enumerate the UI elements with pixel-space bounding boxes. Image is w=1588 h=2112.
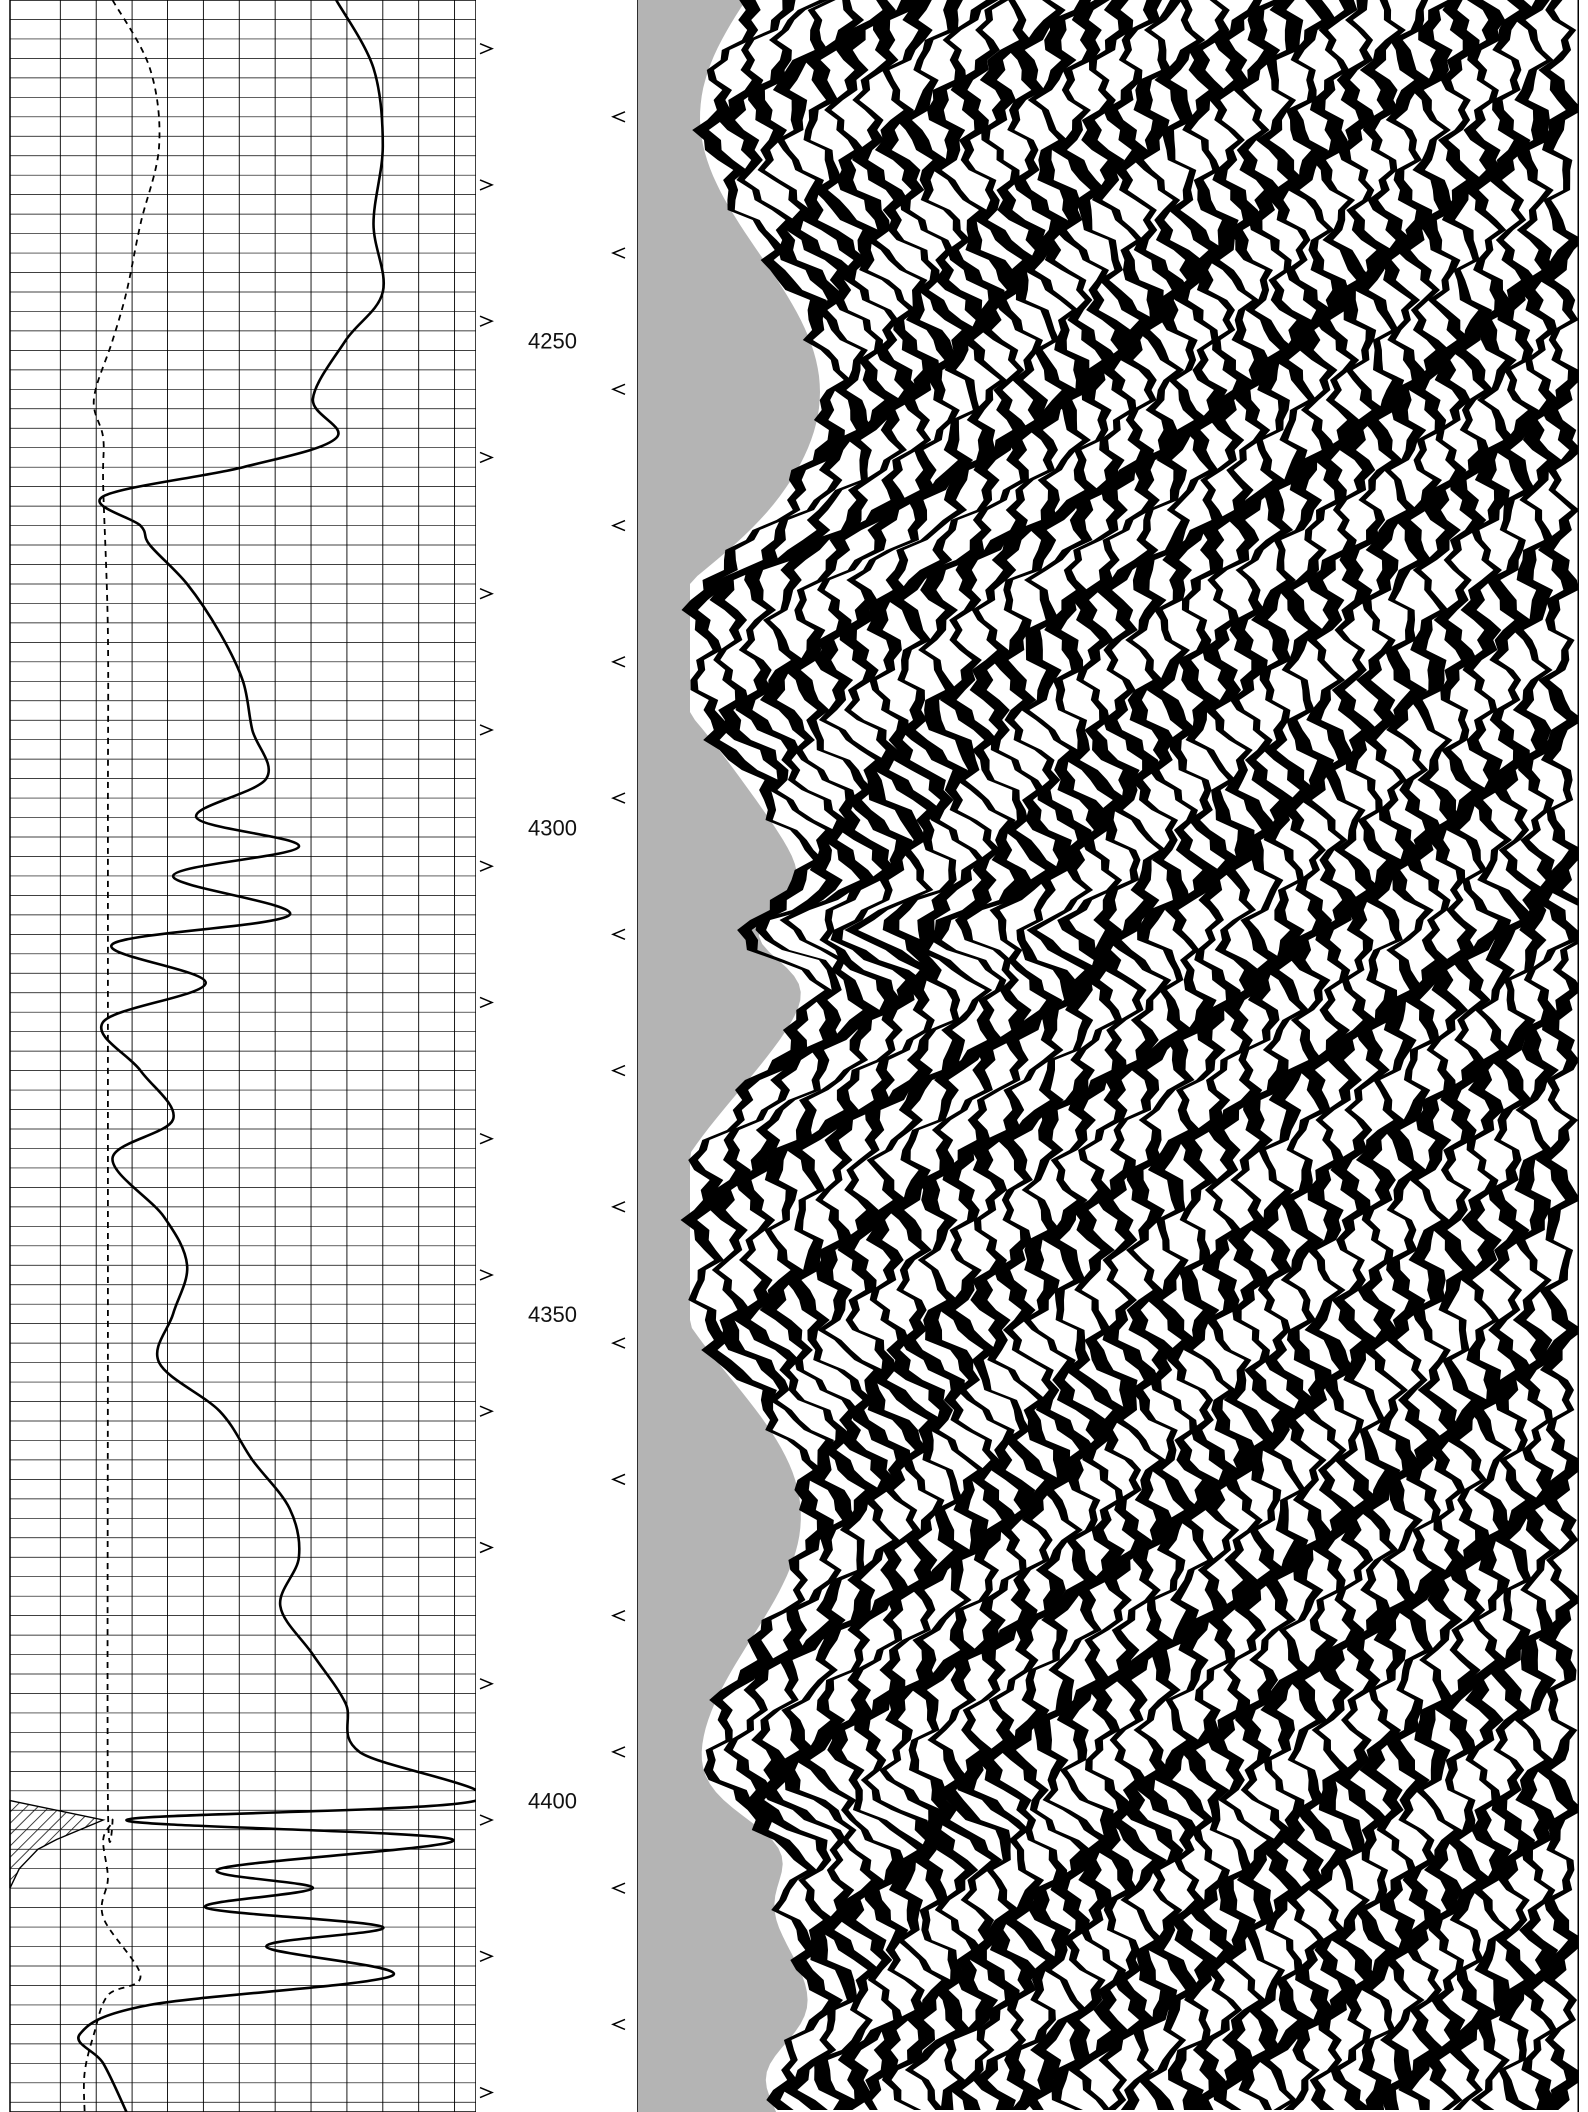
image-track-band: [1095, 0, 1210, 2110]
depth-track-background: [476, 0, 637, 2112]
depth-marker-right: [479, 1405, 494, 1417]
image-track-band: [1021, 0, 1137, 2110]
depth-marker-left: [611, 519, 626, 532]
depth-marker-right: [479, 724, 494, 736]
image-track-band: [969, 0, 1093, 2110]
image-track-band: [1512, 0, 1579, 2110]
log-track-grid: [9, 0, 477, 2112]
depth-marker-right: [479, 1678, 494, 1690]
depth-tick-label: 4250: [528, 329, 577, 354]
image-track-band: [1227, 0, 1317, 2110]
depth-marker-right: [479, 315, 494, 327]
image-track-gray-margin: [637, 0, 820, 2112]
depth-marker-right: [479, 860, 494, 872]
hatched-fill-curve: [9, 1799, 106, 1889]
depth-marker-left: [611, 928, 626, 941]
depth-marker-right: [479, 1814, 494, 1826]
image-track-band: [1408, 0, 1478, 2110]
image-track-band: [814, 0, 961, 2110]
image-track-band: [1433, 0, 1512, 2110]
depth-marker-left: [611, 1609, 626, 1622]
depth-marker-left: [611, 1882, 626, 1894]
depth-tick-label: 4300: [528, 815, 577, 840]
image-track-band: [733, 0, 902, 2110]
image-track-band: [917, 0, 1052, 2110]
depth-marker-right: [479, 2086, 494, 2099]
depth-marker-right: [479, 588, 494, 600]
depth-marker-right: [479, 996, 494, 1009]
image-track-band: [991, 0, 1119, 2110]
depth-marker-left: [611, 1064, 626, 1077]
log-track-border: [9, 0, 477, 2112]
image-track-band: [1125, 0, 1228, 2110]
depth-marker-left: [611, 2018, 626, 2031]
image-track-band: [1330, 0, 1405, 2110]
image-track-band: [783, 0, 940, 2110]
depth-marker-left: [611, 792, 626, 804]
image-track-band: [1304, 0, 1386, 2110]
depth-marker-left: [611, 111, 626, 123]
depth-marker-right: [479, 1269, 494, 1281]
image-track: [637, 0, 1579, 2112]
image-track-band: [1486, 0, 1547, 2110]
depth-marker-left: [611, 1201, 626, 1213]
image-track-band: [1277, 0, 1360, 2110]
depth-marker-right: [479, 451, 494, 464]
depth-marker-right: [479, 179, 494, 191]
solid-log-curve: [77, 0, 485, 2112]
depth-marker-left: [611, 1473, 626, 1486]
image-track-band: [1177, 0, 1271, 2110]
depth-marker-right: [479, 1950, 494, 1962]
depth-marker-left: [611, 383, 626, 396]
depth-tick-label: 4350: [528, 1302, 577, 1327]
depth-marker-left: [611, 1337, 626, 1349]
depth-marker-right: [479, 1133, 494, 1145]
depth-marker-left: [611, 1746, 626, 1758]
depth-marker-left: [611, 247, 626, 259]
image-track-band: [1535, 0, 1579, 2110]
depth-marker-right: [479, 42, 494, 55]
depth-marker-left: [611, 656, 626, 668]
log-track-curves: [9, 0, 485, 2112]
depth-marker-right: [479, 1541, 494, 1554]
depth-tick-label: 4400: [528, 1789, 577, 1814]
depth-track: 4250 4300 4350 4400: [476, 0, 637, 2112]
